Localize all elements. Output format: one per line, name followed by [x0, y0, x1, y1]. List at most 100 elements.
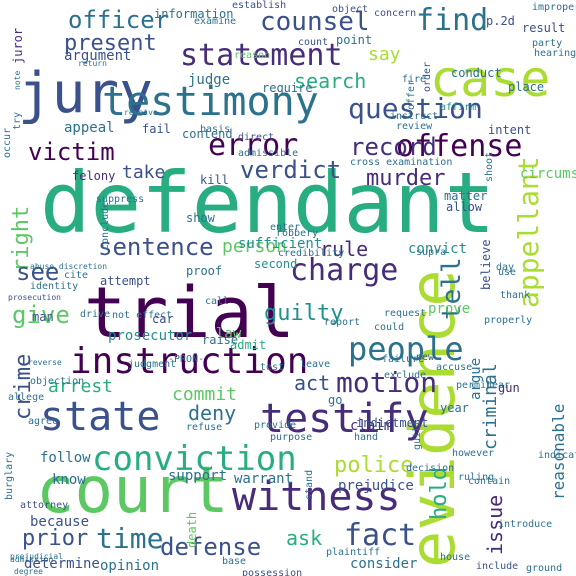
cloud-word: prosecutor	[108, 328, 192, 344]
cloud-word: prejudice	[338, 478, 414, 494]
cloud-word: identity	[30, 281, 78, 292]
cloud-word: base	[222, 556, 246, 567]
cloud-word: information	[154, 7, 233, 21]
cloud-word: direct	[238, 132, 274, 143]
cloud-word: search	[294, 69, 366, 93]
cloud-word: sufficient	[238, 236, 322, 252]
cloud-word: crime	[11, 354, 36, 420]
cloud-word: instruct	[390, 111, 438, 122]
cloud-word: robbery	[276, 228, 318, 239]
cloud-word: result	[522, 21, 565, 35]
cloud-word: claim	[350, 418, 392, 434]
cloud-word: burglary	[4, 452, 15, 500]
cloud-word: introduce	[498, 519, 552, 530]
cloud-word: present	[64, 31, 157, 56]
cloud-word: allege	[8, 392, 44, 403]
cloud-word: contend	[182, 127, 233, 141]
cloud-word: commit	[172, 384, 237, 405]
cloud-word: car	[152, 312, 174, 326]
cloud-word: trial	[84, 272, 295, 354]
cloud-word: fact	[344, 518, 416, 553]
cloud-word: instruction	[70, 341, 308, 382]
cloud-word: leave	[300, 359, 330, 370]
cloud-word: fail	[142, 122, 171, 136]
cloud-word: call	[205, 296, 229, 307]
cloud-word: law	[216, 326, 242, 342]
cloud-word: provide	[254, 420, 296, 431]
cloud-word: shoot	[484, 152, 495, 182]
cloud-word: object	[332, 4, 368, 15]
cloud-word: degree	[14, 567, 43, 576]
cloud-word: death	[185, 512, 199, 548]
cloud-word: warrant	[234, 471, 293, 487]
cloud-word: offense	[396, 129, 522, 164]
cloud-word: jury	[18, 61, 153, 126]
cloud-word: allow	[446, 200, 483, 214]
cloud-word: report	[324, 317, 360, 328]
cloud-word: indicate	[538, 450, 576, 461]
cloud-word: count	[298, 37, 328, 48]
cloud-word: stand	[304, 470, 315, 500]
cloud-word: juror	[11, 28, 25, 64]
cloud-word: refuse	[186, 422, 222, 433]
cloud-word: know	[52, 472, 86, 488]
cloud-word: right	[9, 206, 34, 272]
cloud-word: new	[416, 352, 435, 363]
cloud-word: try	[12, 112, 23, 130]
cloud-word: possession	[242, 568, 302, 576]
cloud-word: case	[430, 50, 550, 108]
cloud-word: admit	[230, 338, 266, 352]
cloud-word: defense	[160, 533, 261, 561]
cloud-word: matter	[444, 189, 487, 203]
cloud-word: establish	[232, 0, 286, 11]
cloud-word: p.2d	[486, 14, 515, 28]
cloud-word: admissible	[238, 148, 298, 159]
cloud-word: consider	[350, 556, 417, 572]
cloud-word: place	[508, 80, 544, 94]
cloud-word: deny	[188, 401, 236, 425]
cloud-word: hearing	[534, 48, 576, 59]
cloud-word: error	[208, 128, 298, 163]
cloud-word: reason	[234, 50, 270, 61]
cloud-word: judgment	[128, 359, 176, 370]
cloud-word: argument	[64, 48, 131, 64]
cloud-word: agree	[28, 416, 58, 427]
cloud-word: reverse	[28, 358, 62, 367]
cloud-word: decision	[406, 463, 454, 474]
cloud-word: show	[186, 211, 216, 225]
cloud-word: concern	[374, 8, 416, 19]
cloud-word: intent	[488, 123, 531, 137]
cloud-word: attorney	[20, 500, 68, 511]
cloud-word: officer	[68, 6, 169, 34]
cloud-word: return	[78, 59, 107, 68]
cloud-word: statement	[180, 38, 343, 73]
cloud-word: affirm	[440, 102, 476, 113]
cloud-word: police	[334, 453, 413, 478]
cloud-word: permit	[456, 380, 492, 391]
cloud-word: people	[348, 330, 464, 368]
cloud-word: however	[452, 448, 494, 459]
cloud-word: require	[262, 81, 313, 95]
cloud-word: question	[348, 92, 483, 125]
cloud-word: go	[328, 393, 342, 407]
cloud-word: victim	[28, 138, 115, 166]
cloud-word: drive	[80, 309, 110, 320]
cloud-word: point	[336, 33, 372, 47]
cloud-word: accuse	[436, 362, 472, 373]
cloud-word: thank	[500, 290, 530, 301]
cloud-word: receive	[124, 108, 158, 117]
cloud-word: fire	[402, 74, 426, 85]
cloud-word: time	[96, 522, 163, 555]
cloud-word: arrest	[48, 376, 113, 397]
cloud-word: murder	[366, 166, 445, 191]
cloud-word: prior	[22, 526, 88, 551]
cloud-word: basis	[200, 124, 230, 135]
cloud-word: person	[222, 236, 287, 257]
cloud-word: believe	[479, 239, 493, 290]
cloud-word: exclude	[384, 370, 426, 381]
cloud-word: man	[32, 310, 54, 324]
cloud-word: support	[168, 468, 227, 484]
